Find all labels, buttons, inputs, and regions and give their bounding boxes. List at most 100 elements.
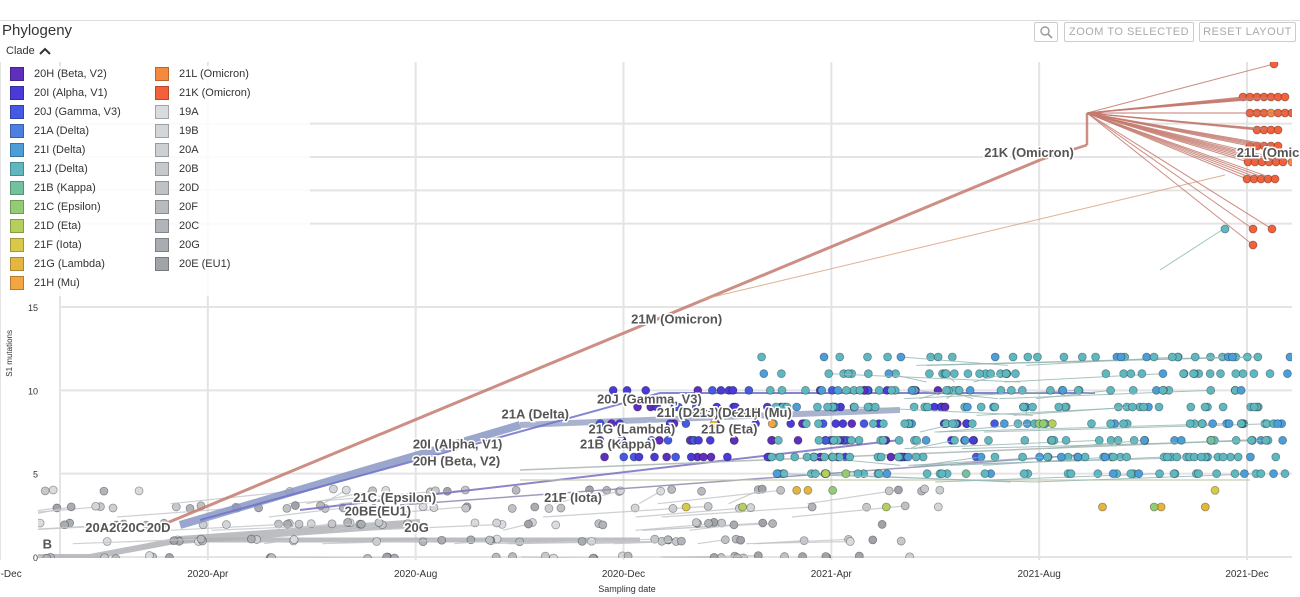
legend-item[interactable]: 20D [155, 180, 199, 196]
legend-label: 21F (Iota) [34, 239, 82, 251]
tip-delta [1196, 452, 1206, 462]
tip-other-variant [767, 419, 777, 429]
legend-swatch [10, 67, 24, 81]
tip-19a [470, 518, 480, 528]
zoom-to-selected-button[interactable]: ZOOM TO SELECTED [1064, 22, 1194, 42]
tip-delta [849, 402, 859, 412]
legend-item[interactable]: 20C [155, 218, 199, 234]
legend-item[interactable]: 20A [155, 142, 199, 158]
clade-label: 21I (Delta) [657, 405, 719, 420]
legend-item[interactable]: 21I (Delta) [10, 142, 85, 158]
tree-branch [1035, 389, 1111, 400]
legend-item[interactable]: 19B [155, 123, 199, 139]
legend-item[interactable]: 21G (Lambda) [10, 256, 105, 272]
tip-delta [963, 402, 972, 412]
tip-20c [598, 520, 608, 530]
tree-branch [117, 507, 238, 518]
legend-item[interactable]: 20J (Gamma, V3) [10, 104, 121, 120]
tip-20g [246, 534, 256, 544]
tip-delta [1253, 352, 1263, 362]
tree-branch [72, 538, 202, 545]
legend-item[interactable]: 21J (Delta) [10, 161, 88, 177]
zoom-button[interactable] [1034, 22, 1058, 42]
legend-item[interactable]: 21A (Delta) [10, 123, 89, 139]
y-tick-label: 10 [28, 386, 38, 396]
tip-delta [1155, 469, 1164, 479]
tip-19a [134, 486, 144, 496]
tip-alpha-beta-gamma [940, 402, 950, 412]
tip-20c [768, 519, 778, 528]
tip-delta [1247, 435, 1256, 445]
omicron-branch [1159, 227, 1226, 271]
legend-toggle[interactable]: Clade [6, 45, 51, 57]
tip-delta [776, 369, 786, 379]
tree-branch [364, 523, 503, 531]
legend-swatch [10, 86, 24, 100]
legend-item[interactable]: 21L (Omicron) [155, 66, 249, 82]
legend-item[interactable]: 21C (Epsilon) [10, 199, 101, 215]
tip-19a [381, 485, 391, 495]
tip-delta [924, 369, 934, 379]
tip-delta [941, 369, 951, 379]
tip-delta [792, 402, 802, 412]
tip-20b [100, 553, 109, 558]
tip-delta [782, 402, 792, 412]
clade-label: 21L (Omicron) [1237, 145, 1300, 160]
tip-other-variant [1038, 419, 1048, 429]
tip-other-variant [1149, 502, 1159, 512]
tree-branch [1086, 112, 1273, 230]
tip-other-variant [681, 502, 691, 512]
legend-label: 20G [179, 239, 200, 251]
legend-item[interactable]: 20H (Beta, V2) [10, 66, 107, 82]
legend-item[interactable]: 21H (Mu) [10, 275, 80, 291]
tip-other-variant [961, 469, 971, 479]
tip-delta [1194, 469, 1203, 479]
x-tick-label: 2020-Dec [602, 569, 645, 580]
tip-delta [1066, 469, 1076, 479]
omicron-branch [149, 158, 1041, 532]
tip-19b [492, 518, 502, 528]
legend-item[interactable]: 19A [155, 104, 199, 120]
legend-item[interactable]: 21B (Kappa) [10, 180, 96, 196]
tip-delta [1208, 419, 1218, 429]
tip-alpha-beta-gamma [712, 402, 722, 412]
legend-item[interactable]: 21F (Iota) [10, 237, 82, 253]
legend-label: 20F [179, 201, 198, 213]
tree-branch [807, 489, 899, 505]
legend-item[interactable]: 20G [155, 237, 200, 253]
legend-item[interactable]: 20E (EU1) [155, 256, 230, 272]
tip-delta [976, 452, 986, 462]
tree-branch [728, 488, 763, 505]
tip-20d [368, 486, 377, 496]
tip-20f [267, 553, 277, 558]
tree-branch [322, 539, 442, 545]
tree-branch [689, 524, 735, 531]
tip-other-variant [1098, 502, 1107, 512]
tip-delta [894, 452, 903, 462]
tip-delta [772, 469, 782, 479]
tip-delta [967, 419, 977, 429]
tip-delta [1134, 469, 1144, 479]
tip-delta [1122, 452, 1132, 462]
legend-item[interactable]: 21K (Omicron) [155, 85, 251, 101]
legend-item[interactable]: 20I (Alpha, V1) [10, 85, 107, 101]
legend-item[interactable]: 20B [155, 161, 199, 177]
tip-20a [668, 504, 678, 513]
tip-20b [541, 551, 550, 558]
tip-delta [1200, 402, 1210, 412]
tip-delta [911, 452, 921, 462]
tree-branch [268, 507, 344, 518]
tip-delta [954, 385, 964, 395]
tip-delta [829, 435, 839, 445]
tip-alpha-beta-gamma [641, 385, 651, 395]
tip-delta [896, 352, 906, 362]
reset-layout-button[interactable]: RESET LAYOUT [1199, 22, 1296, 42]
tip-delta [882, 469, 892, 479]
legend-label: 21L (Omicron) [179, 68, 249, 80]
tip-delta [965, 385, 975, 395]
tip-delta [876, 452, 886, 462]
legend-item[interactable]: 20F [155, 199, 198, 215]
tip-delta [823, 402, 832, 412]
legend-item[interactable]: 21D (Eta) [10, 218, 81, 234]
